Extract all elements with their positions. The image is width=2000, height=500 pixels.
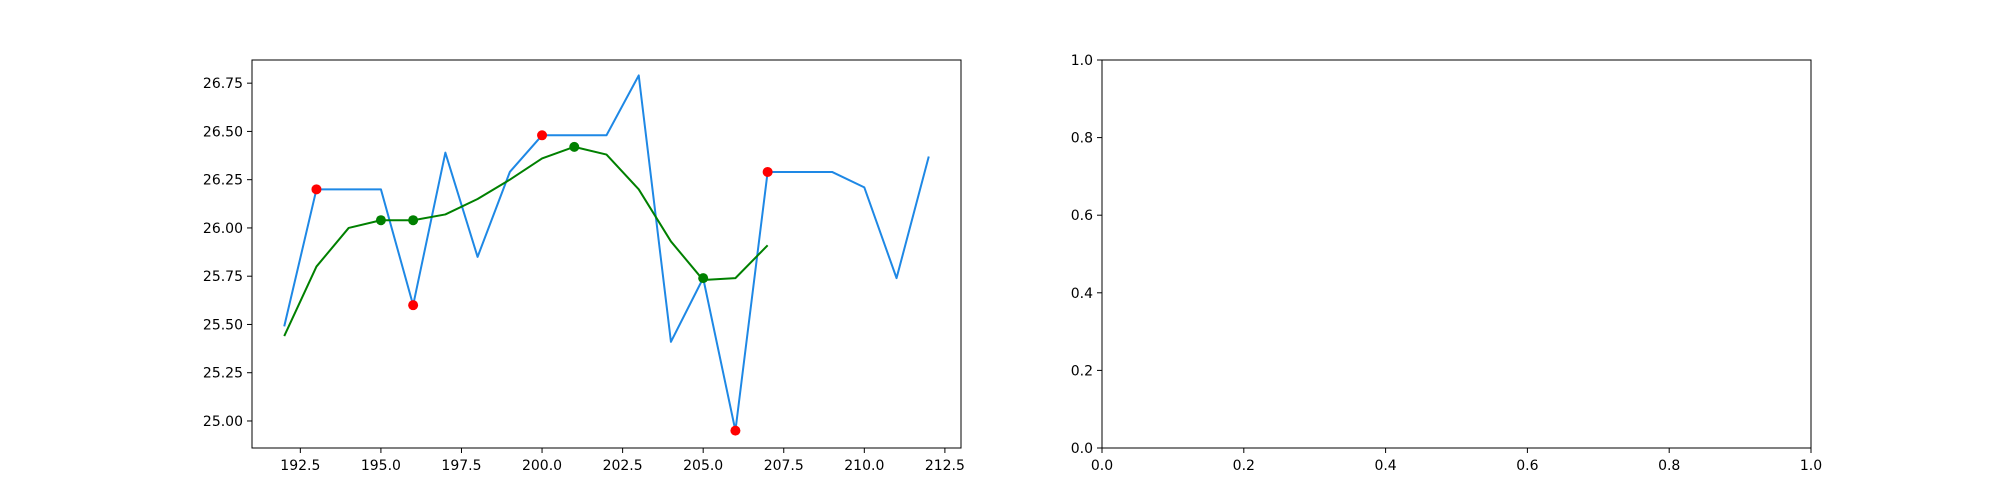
x-tick-label: 1.0: [1800, 458, 1822, 474]
scatter-point: [311, 184, 322, 195]
y-tick-label: 0.4: [1071, 286, 1093, 302]
scatter-point: [730, 425, 741, 436]
x-tick-label: 192.5: [280, 458, 320, 474]
line-chart-axes: 192.5 195.0 197.5 200.0 202.5 205.0 207.5 210.0…: [203, 59, 965, 474]
y-tick-label: 26.75: [203, 76, 243, 92]
x-tick-label: 207.5: [764, 458, 804, 474]
y-tick-label: 25.25: [203, 366, 243, 382]
empty-chart-axes: 0.0 0.2 0.4 0.6 0.8 1.0 0.0 0.2 0.4 0.6 0.8 1.0: [1071, 53, 1822, 474]
scatter-point: [375, 215, 386, 226]
plot-area: [252, 60, 961, 448]
x-tick-label: 202.5: [603, 458, 643, 474]
y-tick-label: 0.2: [1071, 363, 1093, 379]
x-tick-label: 200.0: [522, 458, 562, 474]
x-tick-label: 0.2: [1233, 458, 1255, 474]
y-tick-label: 0.8: [1071, 131, 1093, 147]
x-tick-label: 0.4: [1374, 458, 1396, 474]
series-line-1: [283, 145, 769, 337]
scatter-point: [569, 141, 580, 152]
y-tick-label: 0.6: [1071, 208, 1093, 224]
y-tick-label: 1.0: [1071, 53, 1093, 69]
y-tick-label: 25.75: [203, 269, 243, 285]
axes-frame: [1101, 59, 1812, 449]
y-tick-label: 26.00: [203, 221, 243, 237]
x-tick-label: 195.0: [361, 458, 401, 474]
plot-area: [1102, 60, 1811, 448]
y-tick-label: 25.00: [203, 414, 243, 430]
scatter-point: [698, 273, 709, 284]
scatter-point: [762, 166, 773, 177]
scatter-point: [537, 130, 548, 141]
axes-frame: [251, 59, 962, 449]
x-tick-label: 210.0: [844, 458, 884, 474]
x-tick-label: 212.5: [925, 458, 965, 474]
scatter-point: [408, 215, 419, 226]
y-tick-label: 0.0: [1071, 441, 1093, 457]
x-tick-label: 0.6: [1516, 458, 1538, 474]
x-tick-label: 0.8: [1658, 458, 1680, 474]
y-tick-label: 26.25: [203, 173, 243, 189]
x-tick-label: 0.0: [1091, 458, 1113, 474]
x-tick-label: 197.5: [441, 458, 481, 474]
y-tick-label: 25.50: [203, 317, 243, 333]
series-line-0: [283, 74, 930, 432]
scatter-point: [408, 300, 419, 311]
y-tick-label: 26.50: [203, 124, 243, 140]
x-tick-label: 205.0: [683, 458, 723, 474]
